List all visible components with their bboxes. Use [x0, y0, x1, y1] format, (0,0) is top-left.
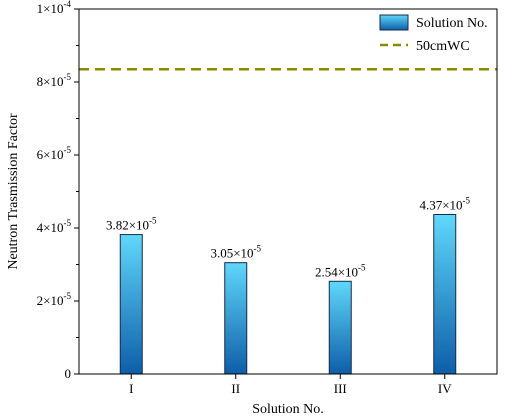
y-tick-label: 8×10-5 — [37, 72, 72, 89]
data-label-i: 3.82×10-5 — [106, 216, 157, 233]
x-tick-label: II — [231, 381, 240, 396]
legend: Solution No. 50cmWC — [379, 14, 488, 54]
legend-label-50cmwc: 50cmWC — [416, 39, 470, 54]
bar-iv — [433, 213, 457, 375]
bar-iii — [328, 280, 352, 375]
y-tick-label: 2×10-5 — [37, 291, 72, 308]
legend-label-solution: Solution No. — [416, 16, 488, 31]
legend-swatch-solution — [379, 14, 409, 31]
x-axis-label: Solution No. — [252, 402, 324, 417]
data-label-iv: 4.37×10-5 — [419, 195, 470, 212]
bar-ii — [224, 262, 248, 375]
data-label-iii: 2.54×10-5 — [315, 262, 366, 279]
data-label-ii: 3.05×10-5 — [210, 244, 261, 261]
bars-group — [119, 213, 457, 375]
y-axis-label: Neutron Trasmission Factor — [6, 113, 21, 270]
x-tick-label: III — [334, 381, 347, 396]
x-tick-label: I — [129, 381, 133, 396]
y-tick-label: 0 — [65, 366, 72, 381]
x-tick-label: IV — [438, 381, 452, 396]
y-axis-ticks: 0 2×10-5 4×10-5 6×10-5 8×10-5 1×10-4 — [37, 0, 79, 381]
y-tick-label: 6×10-5 — [37, 145, 72, 162]
x-axis-ticks: I II III IV — [129, 374, 452, 396]
y-tick-label: 4×10-5 — [37, 218, 72, 235]
y-tick-label: 1×10-4 — [37, 0, 72, 16]
data-labels-group: 3.82×10-5 3.05×10-5 2.54×10-5 4.37×10-5 — [106, 195, 471, 279]
bar-i — [119, 234, 143, 375]
